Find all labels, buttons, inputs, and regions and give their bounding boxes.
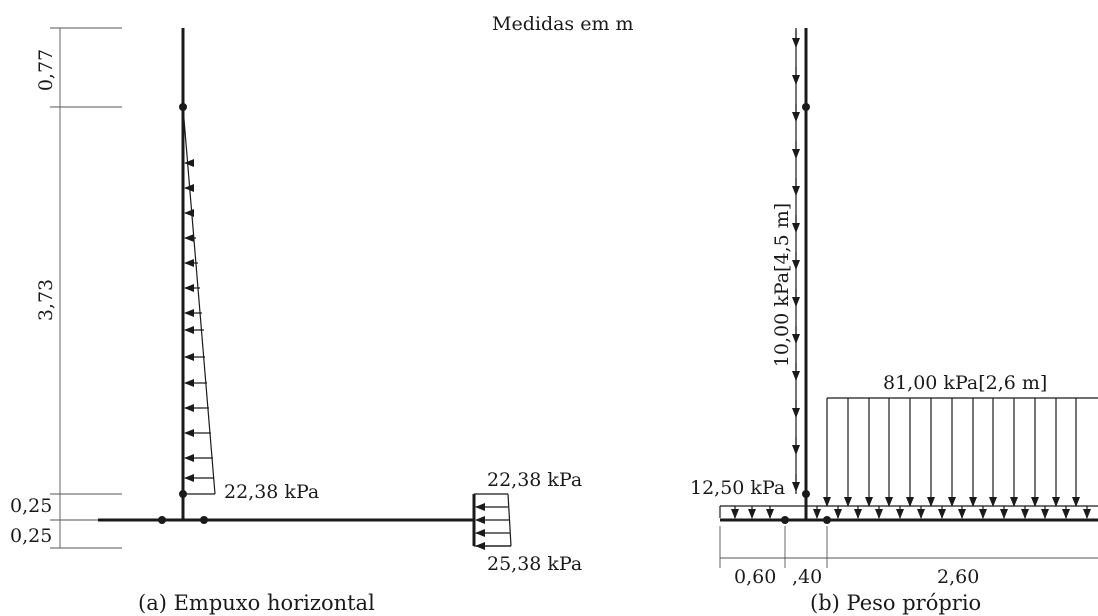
load-label-heel: 81,00 kPa[2,6 m] — [883, 372, 1047, 394]
load-label-wall-base: 22,38 kPa — [224, 481, 319, 503]
dim-label-0-77: 0,77 — [35, 49, 57, 91]
load-label-heel-top: 22,38 kPa — [487, 469, 582, 491]
node-heel-start-b — [823, 516, 831, 524]
caption-b: (b) Peso próprio — [810, 591, 981, 615]
dimension-line-horizontal — [719, 526, 1098, 568]
load-label-wall: 10,00 kPa[4,5 m] — [771, 203, 793, 367]
node-toe — [158, 516, 166, 524]
base-self-weight-load — [719, 505, 1098, 519]
dim-label-0-25-bottom: 0,25 — [10, 525, 52, 547]
heel-end-pressure — [472, 493, 512, 550]
triangular-earth-pressure — [182, 106, 216, 495]
caption-a: (a) Empuxo horizontal — [138, 591, 375, 615]
node-wall-base-b — [802, 490, 810, 498]
node-top-b — [802, 103, 810, 111]
dim-label-2-60: 2,60 — [937, 566, 979, 588]
units-note: Medidas em m — [492, 13, 634, 35]
dim-label-3-73: 3,73 — [35, 279, 57, 321]
node-toe-b — [781, 516, 789, 524]
diagram-b: 10,00 kPa[4,5 m] 81,00 kPa[2,6 m] — [690, 28, 1098, 615]
dim-label-0-60: 0,60 — [734, 566, 776, 588]
diagram-a: 0,77 3,73 0,25 0,25 — [10, 27, 582, 615]
dim-label-0-25-top: 0,25 — [10, 495, 52, 517]
load-label-base: 12,50 kPa — [690, 477, 785, 499]
dim-label-0-40: ,40 — [792, 566, 822, 588]
load-label-heel-bottom: 25,38 kPa — [487, 553, 582, 575]
node-heel-start — [200, 516, 208, 524]
dimension-line-vertical — [50, 27, 122, 549]
heel-soil-load — [823, 397, 1098, 507]
